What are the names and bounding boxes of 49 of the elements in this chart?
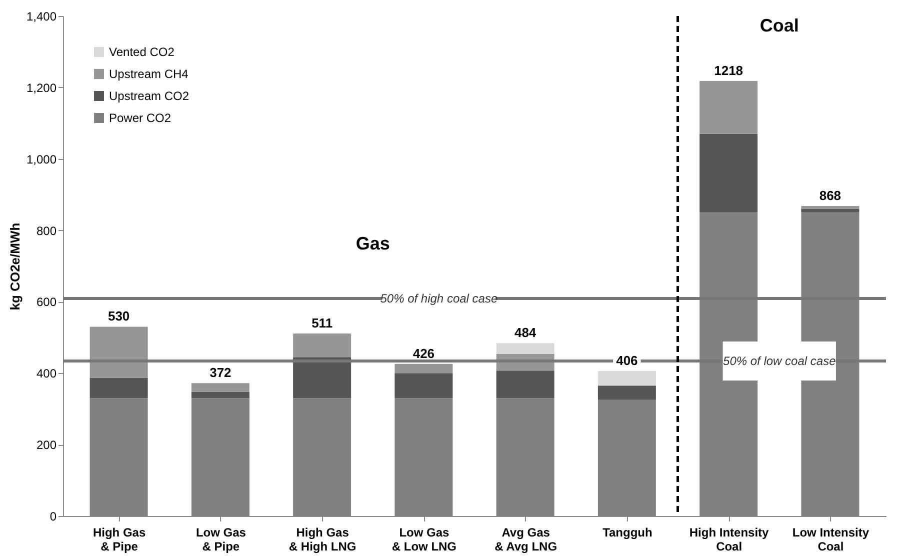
legend-label: Power CO2 — [109, 111, 172, 125]
total-label: 1218 — [714, 63, 744, 78]
total-label: 530 — [108, 308, 130, 324]
total-label: 406 — [616, 353, 638, 368]
bar — [293, 357, 352, 398]
bar — [801, 208, 860, 212]
y-tick-label: 0 — [50, 510, 57, 524]
y-tick-label: 600 — [36, 295, 57, 310]
x-tick-label: High Gas & Pipe — [92, 526, 146, 554]
y-tick-label: 400 — [36, 366, 57, 381]
bar — [191, 383, 250, 392]
bar — [394, 373, 453, 398]
bar — [90, 326, 148, 378]
total-label: 511 — [312, 316, 333, 330]
y-tick-label: 1,200 — [26, 80, 57, 95]
total-label: 868 — [819, 188, 842, 203]
x-tick-label: Low Intensity Coal — [792, 526, 870, 554]
y-tick-label: 800 — [36, 224, 57, 238]
total-label: 372 — [210, 365, 232, 380]
ref-line-label: 50% of low coal case — [723, 354, 836, 368]
bar — [598, 371, 656, 386]
bar — [801, 206, 860, 209]
y-tick-label: 1,400 — [26, 10, 57, 24]
bar — [496, 370, 554, 398]
bar — [90, 378, 148, 398]
ref-line-label: 50% of high coal case — [380, 292, 498, 306]
legend-label: Vented CO2 — [109, 45, 175, 59]
x-tick-label: Avg Gas & Avg LNG — [494, 526, 558, 554]
annotation: Gas — [356, 234, 390, 254]
x-tick-label: Low Gas & Pipe — [196, 526, 246, 554]
y-tick-label: 200 — [36, 438, 57, 452]
legend-label: Upstream CO2 — [109, 89, 190, 103]
bar — [598, 386, 656, 400]
x-tick-label: High Gas & High LNG — [288, 526, 356, 554]
y-tick-label: 1,000 — [26, 152, 57, 166]
bar — [700, 81, 758, 134]
annotation: Coal — [760, 16, 799, 36]
bar — [293, 334, 352, 358]
bar — [700, 134, 758, 212]
total-label: 484 — [514, 325, 537, 340]
legend-label: Upstream CH4 — [109, 67, 189, 81]
bar — [496, 343, 554, 354]
y-axis-title: kg CO2e/MWh — [7, 222, 22, 310]
x-tick-label: Tangguh — [602, 526, 652, 540]
x-tick-label: High Intensity Coal — [689, 526, 770, 554]
total-label: 426 — [412, 346, 435, 361]
bar — [191, 392, 250, 398]
x-tick-label: Low Gas & Low LNG — [392, 526, 457, 554]
bar — [394, 364, 453, 374]
